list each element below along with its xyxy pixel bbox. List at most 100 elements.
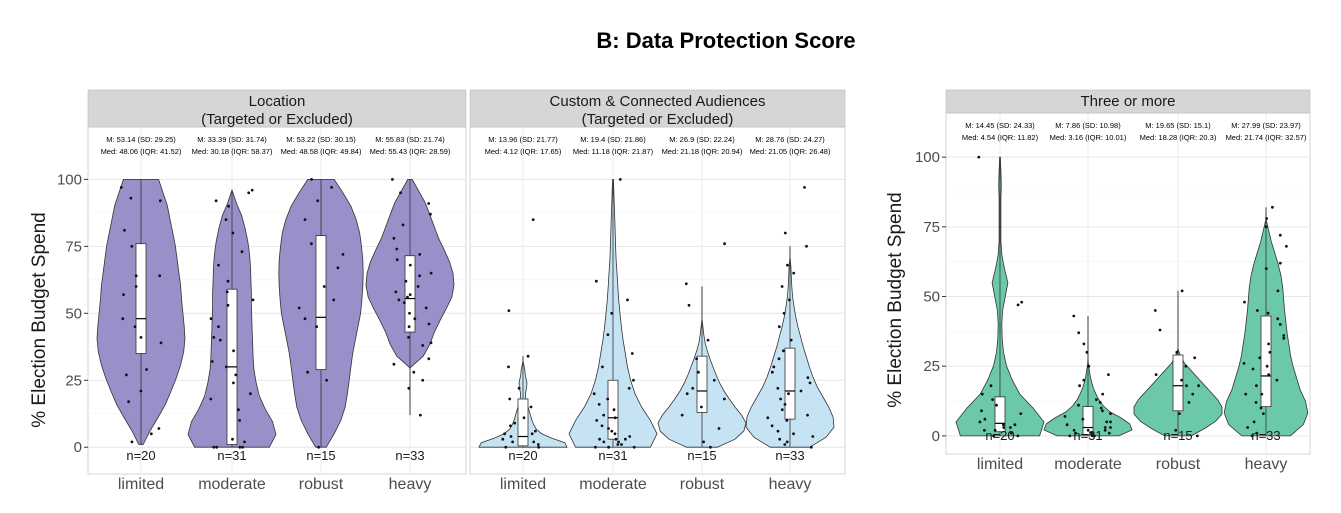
- data-point: [1267, 373, 1271, 376]
- data-point: [602, 413, 606, 417]
- data-point: [811, 435, 815, 438]
- data-point: [399, 191, 402, 195]
- stat-median-label: Med: 3.16 (IQR: 10.01): [1050, 133, 1127, 142]
- facet-strip: [87, 89, 467, 128]
- data-point: [395, 258, 399, 262]
- data-point: [1271, 205, 1274, 209]
- stat-median-label: Med: 30.18 (IQR: 58.37): [192, 147, 273, 156]
- data-point: [1243, 300, 1246, 304]
- data-point: [617, 440, 620, 444]
- data-point: [232, 349, 236, 353]
- data-point: [1193, 356, 1197, 360]
- data-point: [1178, 412, 1181, 415]
- data-point: [310, 178, 313, 181]
- stat-mean-label: M: 53.14 (SD: 29.25): [106, 135, 176, 144]
- x-tick-label: moderate: [579, 476, 647, 493]
- y-tick-label: 100: [915, 149, 940, 166]
- data-point: [1282, 336, 1286, 340]
- data-point: [785, 440, 789, 444]
- data-point: [805, 244, 808, 248]
- stat-mean-label: M: 28.76 (SD: 24.27): [755, 135, 825, 144]
- data-point: [799, 389, 803, 393]
- data-point: [766, 416, 770, 420]
- data-point: [127, 400, 130, 404]
- data-point: [1255, 431, 1259, 435]
- data-point: [779, 397, 782, 401]
- data-point: [130, 244, 134, 248]
- data-point: [613, 416, 617, 420]
- data-point: [700, 405, 703, 409]
- data-point: [402, 301, 406, 304]
- stat-median-label: Med: 4.54 (IQR: 11.82): [962, 133, 1039, 142]
- box-limited: [135, 243, 147, 354]
- data-point: [133, 325, 137, 329]
- data-point: [995, 403, 998, 407]
- data-point: [783, 231, 787, 235]
- data-point: [606, 397, 610, 401]
- data-point: [612, 408, 616, 412]
- data-point: [594, 279, 598, 283]
- box-robust: [315, 235, 327, 370]
- data-point: [526, 354, 530, 358]
- x-tick-label: moderate: [198, 476, 266, 493]
- data-point: [1095, 398, 1098, 401]
- stat-median-label: Med: 48.58 (IQR: 49.84): [281, 147, 362, 156]
- data-point: [630, 352, 634, 355]
- data-point: [408, 263, 412, 267]
- data-point: [597, 403, 601, 406]
- data-point: [1020, 300, 1024, 304]
- data-point: [1072, 314, 1076, 318]
- facet-label-line: Location: [249, 93, 306, 110]
- data-point: [992, 434, 995, 438]
- data-point: [306, 370, 309, 374]
- data-point: [511, 440, 514, 444]
- y-tick-label: 25: [65, 372, 82, 389]
- data-point: [157, 427, 161, 430]
- data-point: [537, 445, 541, 449]
- data-point: [777, 357, 781, 361]
- data-point: [695, 357, 698, 361]
- data-point: [158, 199, 162, 203]
- x-tick-label: heavy: [389, 476, 432, 493]
- data-point: [408, 293, 412, 296]
- data-point: [1103, 428, 1107, 432]
- data-point: [427, 322, 431, 326]
- data-point: [632, 445, 636, 449]
- facet-panel-3: Three or more M: 14.45 (SD: 24.33) Med: 4.…: [885, 89, 1311, 473]
- data-point: [1109, 420, 1112, 424]
- data-point: [217, 263, 220, 267]
- data-point: [983, 428, 986, 432]
- data-point: [806, 413, 809, 417]
- data-point: [1099, 406, 1103, 410]
- data-point: [1107, 431, 1111, 435]
- data-point: [983, 417, 987, 421]
- data-point: [1264, 267, 1268, 270]
- data-point: [1185, 384, 1188, 388]
- data-point: [787, 392, 790, 396]
- data-point: [392, 236, 396, 240]
- data-point: [786, 263, 789, 267]
- data-point: [1197, 384, 1200, 388]
- data-point: [532, 440, 536, 444]
- data-point: [231, 231, 235, 235]
- data-point: [508, 397, 512, 401]
- data-point: [808, 381, 812, 385]
- data-point: [209, 317, 213, 321]
- box-heavy: [784, 347, 796, 420]
- data-point: [315, 325, 318, 329]
- stat-mean-label: M: 53.22 (SD: 30.15): [286, 135, 356, 144]
- box-limited: [517, 398, 529, 447]
- data-point: [991, 398, 994, 401]
- data-point: [1090, 431, 1093, 435]
- data-point: [1105, 420, 1109, 424]
- data-point: [602, 440, 606, 444]
- data-point: [613, 432, 617, 436]
- data-point: [607, 427, 610, 430]
- data-point: [782, 349, 785, 353]
- stat-mean-label: M: 55.83 (SD: 21.74): [375, 135, 445, 144]
- data-point: [614, 437, 618, 441]
- x-tick-label: robust: [680, 476, 725, 493]
- data-point: [1276, 317, 1280, 321]
- data-point: [980, 392, 984, 396]
- data-point: [1187, 401, 1191, 404]
